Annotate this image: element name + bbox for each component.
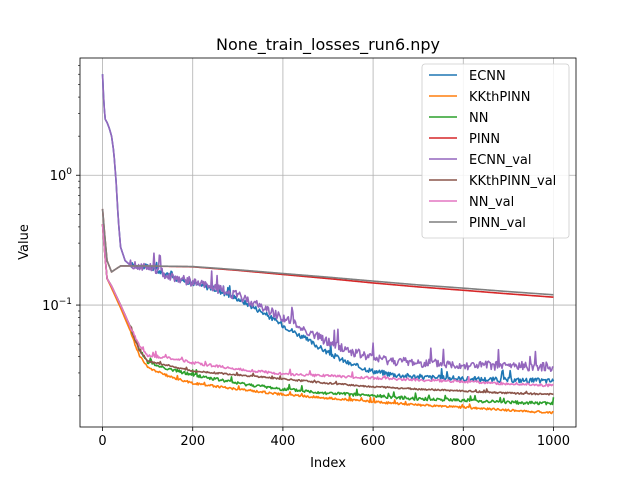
x-tick-label: 400 [270, 434, 295, 449]
x-axis-label: Index [310, 456, 346, 471]
series-line-nn-val [101, 224, 554, 388]
series-line-kkthpinn [101, 224, 554, 415]
legend-label: NN_val [469, 195, 514, 210]
legend-label: KKthPINN_val [469, 174, 556, 189]
grid-lines [80, 58, 576, 427]
series-lines [101, 74, 555, 415]
axis-ticks: 0 200 400 600 800 1000 10−1 100 [42, 65, 570, 449]
legend-label: ECNN_val [469, 153, 532, 168]
y-axis-label: Value [17, 224, 32, 260]
series-line-pinn-val [101, 208, 554, 296]
chart-title: None_train_losses_run6.npy [216, 35, 440, 55]
series-line-kkthpinn-val [101, 224, 554, 396]
legend-label: KKthPINN [469, 90, 531, 105]
legend-label: ECNN [469, 69, 506, 84]
x-tick-label: 0 [98, 434, 106, 449]
series-line-nn [101, 224, 555, 406]
x-tick-label: 200 [180, 434, 205, 449]
plot-frame [79, 57, 577, 428]
legend: ECNN KKthPINN NN PINN ECNN_val KKthPINN_val NN… [421, 63, 570, 239]
series-line-ecnn-val [101, 74, 554, 373]
x-tick-label: 600 [361, 434, 386, 449]
legend-label: NN [469, 111, 488, 126]
legend-label: PINN_val [469, 216, 526, 231]
y-tick-label: 100 [50, 167, 73, 184]
legend-label: PINN [469, 132, 500, 147]
x-tick-label: 1000 [537, 434, 570, 449]
x-tick-label: 800 [451, 434, 476, 449]
y-tick-label: 10−1 [42, 297, 72, 314]
legend-box [421, 63, 570, 239]
